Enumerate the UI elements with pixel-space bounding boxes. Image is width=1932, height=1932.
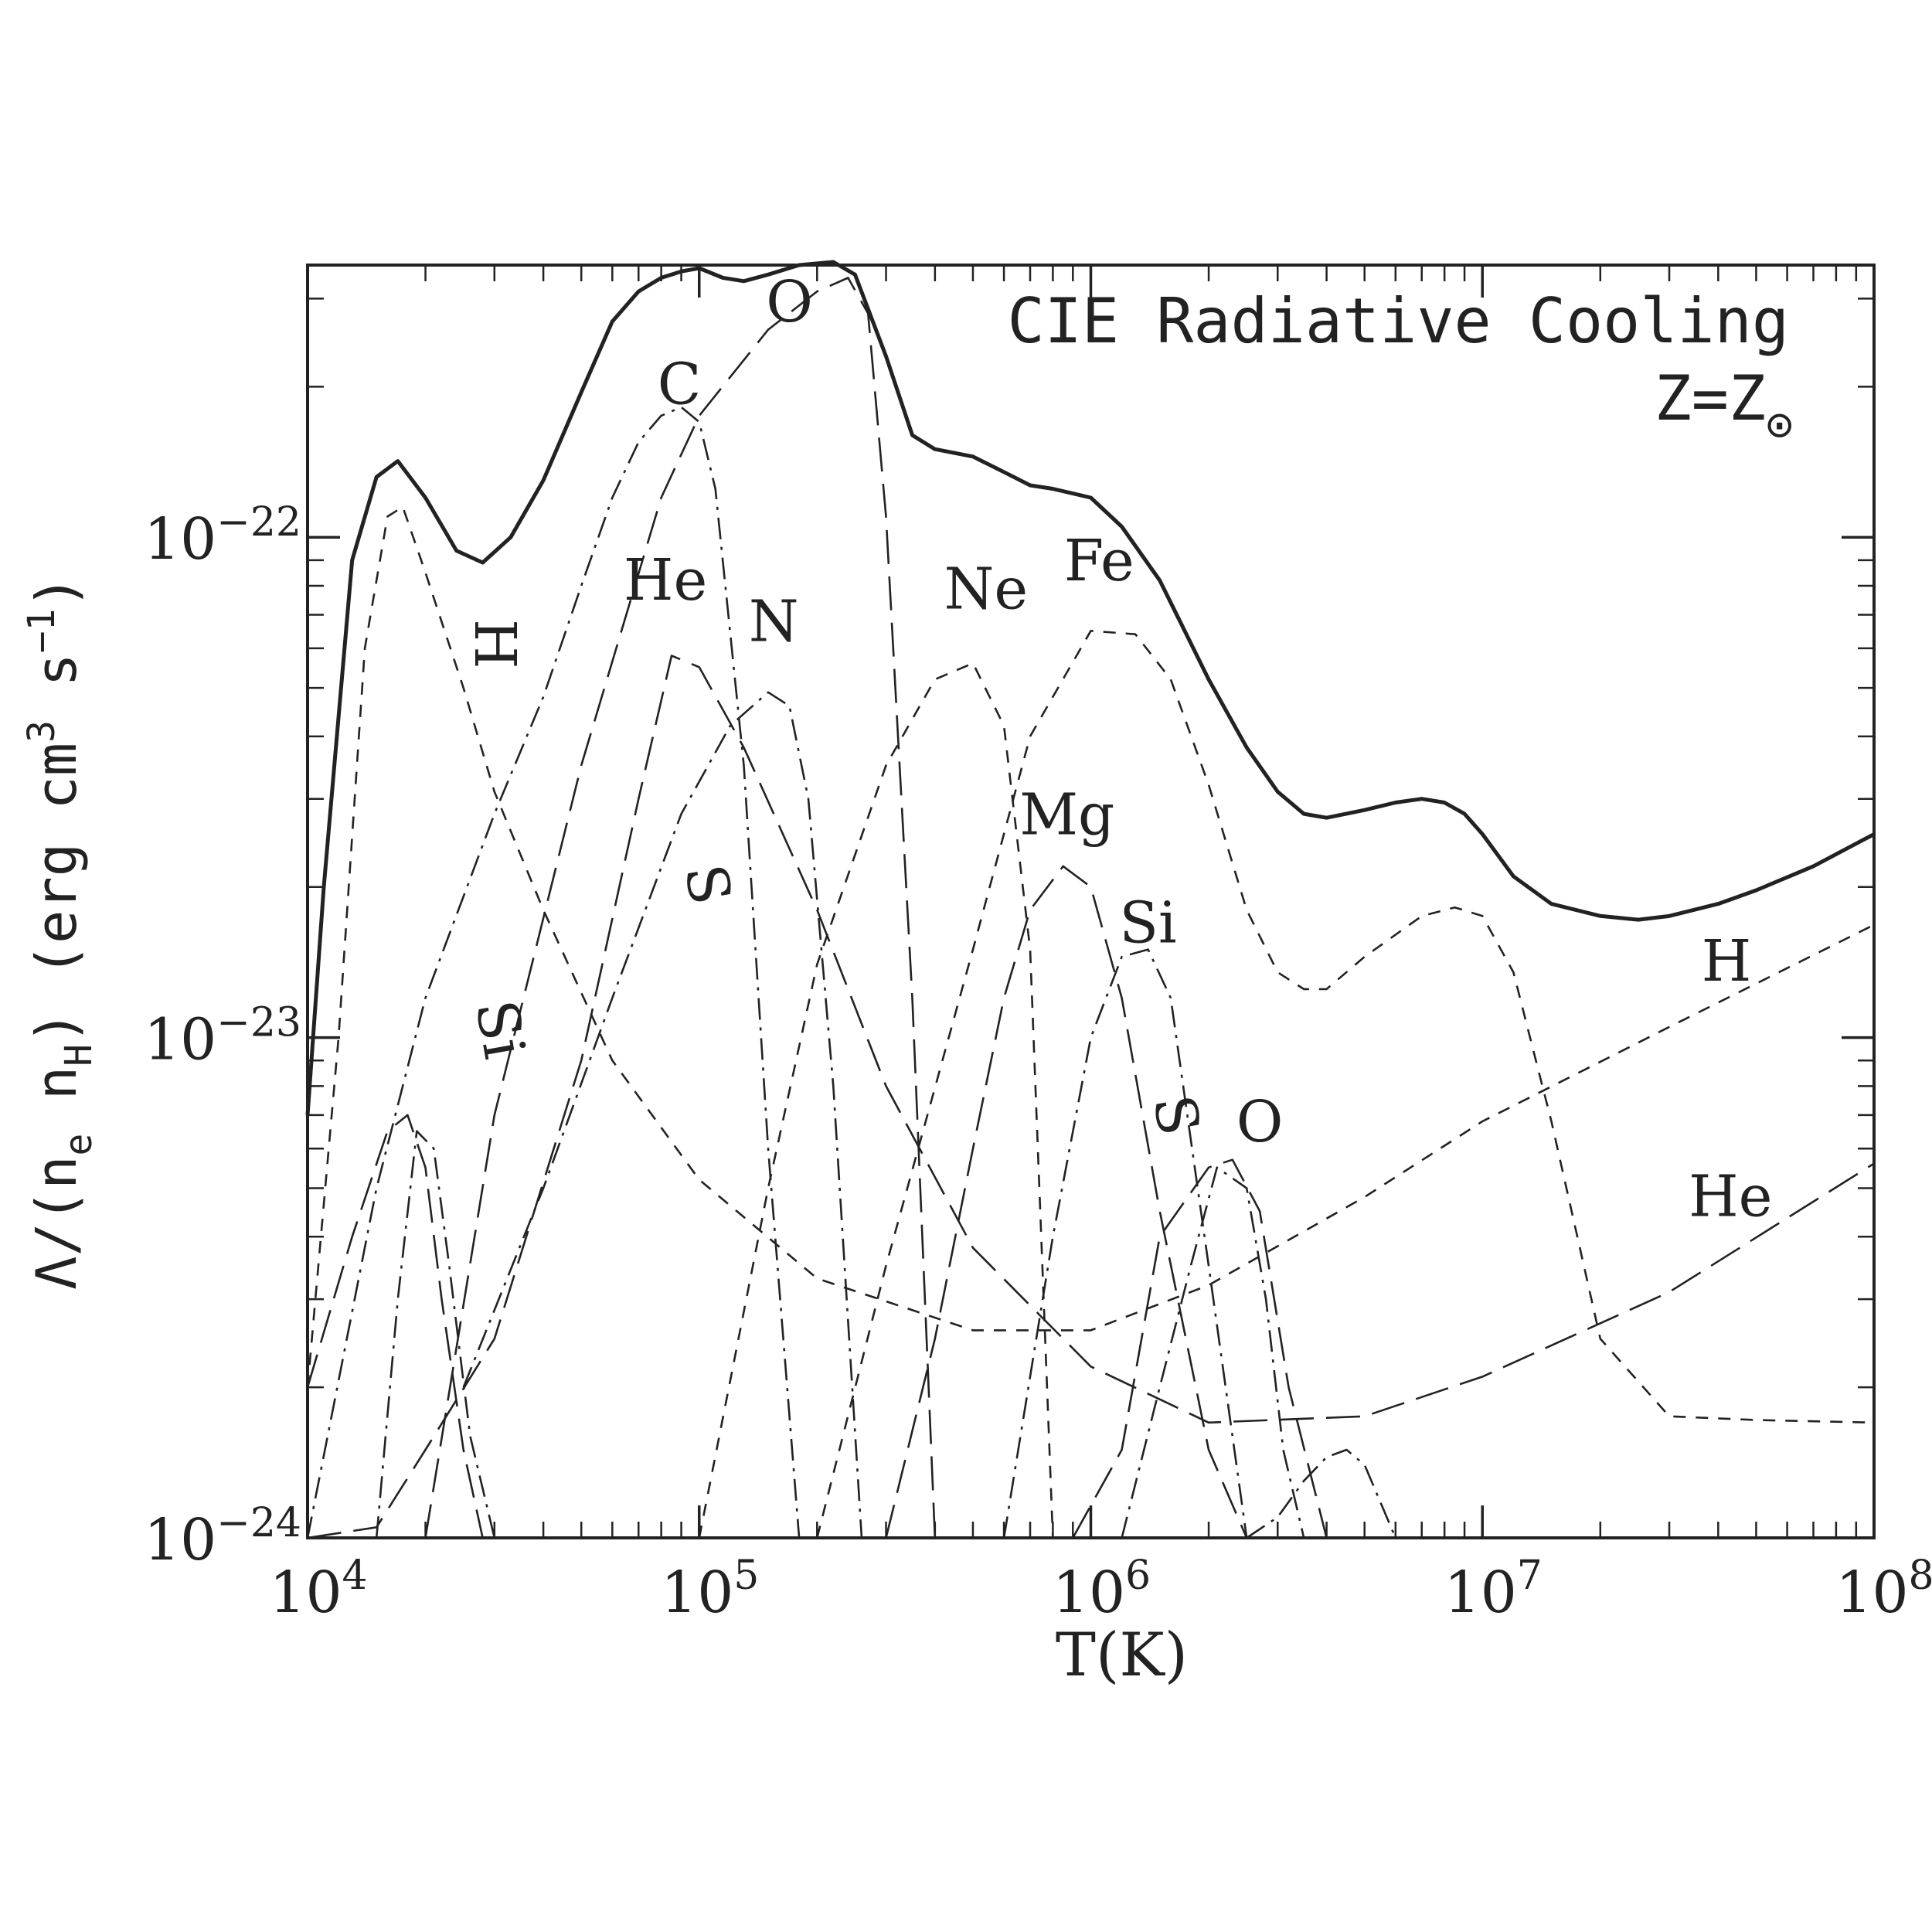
x-tick-label-2: 106 xyxy=(1053,1553,1151,1626)
y-label-s: s xyxy=(24,653,89,720)
y-axis-label: Λ/(ne nH) (erg cm3 s−1) xyxy=(20,575,100,1290)
chart-subtitle-main: Z=Z xyxy=(1655,362,1767,434)
label-si-9: Si xyxy=(1119,889,1176,956)
series-line-3 xyxy=(306,406,801,1539)
chart-subtitle-sub: ⊙ xyxy=(1766,398,1793,451)
series-line-10 xyxy=(1072,1158,1328,1539)
plot-frame xyxy=(306,264,1876,1539)
label-si-10: Si xyxy=(462,995,538,1063)
x-axis-label: T(K) xyxy=(1056,1621,1188,1690)
label-c-1: C xyxy=(658,351,702,417)
y-label-close: ) xyxy=(24,575,89,608)
x-tick-label-1: 105 xyxy=(661,1553,759,1626)
series-layer xyxy=(305,260,1876,1539)
y-label-units: ) (erg cm xyxy=(24,743,89,1044)
series-line-2 xyxy=(307,655,1875,1539)
y-label-sub-h: H xyxy=(57,1044,100,1066)
series-line-9 xyxy=(1002,948,1248,1539)
series-line-1 xyxy=(306,505,1875,1388)
label-mg-7: Mg xyxy=(1019,781,1114,848)
label-he-14: He xyxy=(1689,1163,1772,1230)
y-label-sup-3: 3 xyxy=(20,720,63,743)
label-n-4: N xyxy=(749,589,799,655)
label-fe-6: Fe xyxy=(1064,528,1134,594)
label-s-12: S xyxy=(1140,1090,1212,1141)
y-label-sub-e: e xyxy=(57,1134,100,1156)
label-h-11: H xyxy=(1702,928,1752,995)
chart-title: CIE Radiative Cooling xyxy=(1008,285,1789,357)
series-line-5 xyxy=(462,691,863,1539)
chart-subtitle: Z=Z⊙ xyxy=(1655,362,1793,451)
y-tick-label-0: 10−24 xyxy=(144,1500,301,1573)
label-ne-5: Ne xyxy=(944,556,1029,623)
series-line-4 xyxy=(424,277,937,1539)
y-label-mid: n xyxy=(24,1066,89,1134)
y-tick-label-1: 10−23 xyxy=(144,1000,301,1073)
label-he-3: He xyxy=(624,547,707,614)
series-line-6 xyxy=(698,662,1054,1539)
x-tick-label-4: 108 xyxy=(1835,1553,1932,1626)
y-tick-label-2: 10−22 xyxy=(144,499,301,573)
x-tick-label-3: 107 xyxy=(1444,1553,1543,1626)
series-line-8 xyxy=(885,865,1278,1539)
y-label-lambda: Λ/(n xyxy=(24,1156,89,1290)
label-h-2: H xyxy=(461,619,528,669)
series-line-0 xyxy=(305,260,1876,1116)
label-o-13: O xyxy=(1236,1089,1284,1155)
label-s-8: S xyxy=(672,859,743,910)
tick-layer: 104 105 106 107 108 10−24 10−23 10−22 xyxy=(144,265,1932,1626)
series-line-13 xyxy=(306,1114,484,1539)
series-line-7 xyxy=(816,630,1875,1539)
y-label-sup-inv: −1 xyxy=(20,608,63,653)
series-line-12 xyxy=(1246,1448,1396,1539)
x-tick-label-0: 104 xyxy=(269,1553,367,1626)
label-o-0: O xyxy=(766,269,813,335)
series-line-11 xyxy=(1121,1166,1305,1539)
series-line-14 xyxy=(375,1130,496,1539)
